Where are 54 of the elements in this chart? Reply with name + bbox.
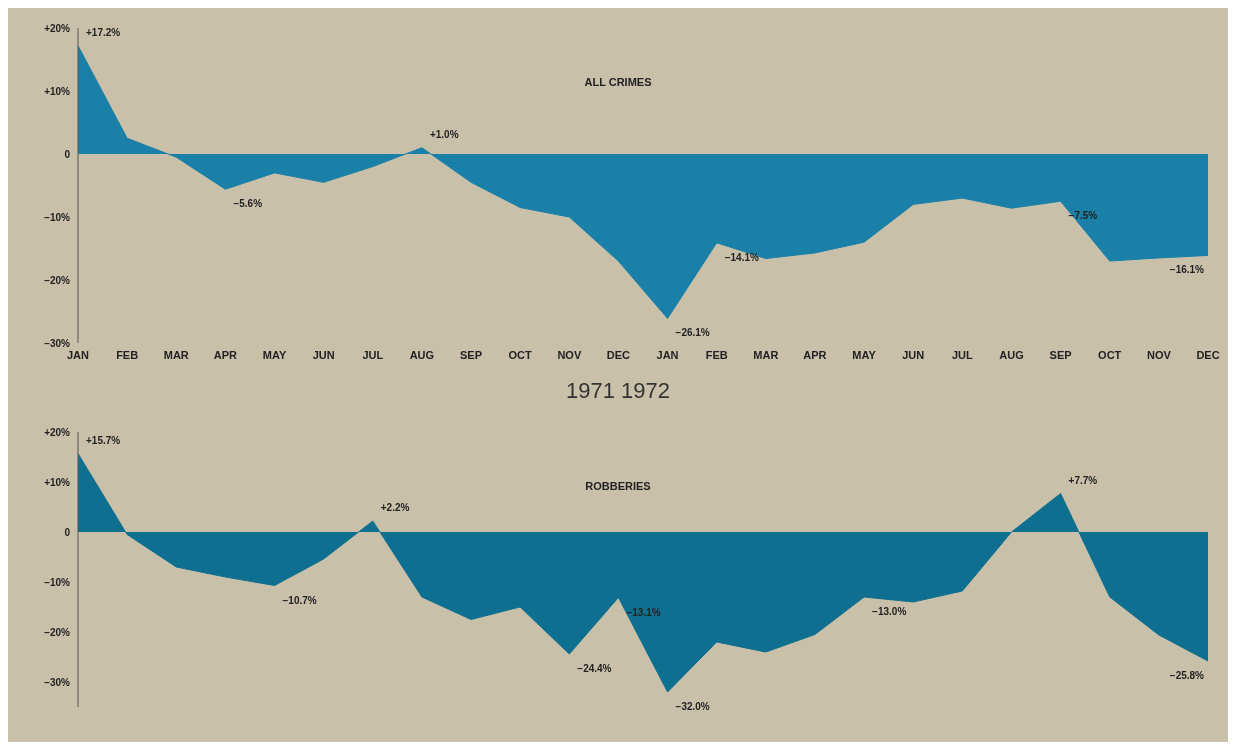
y-tick-label: 0 xyxy=(64,526,71,538)
x-tick-label: SEP xyxy=(460,348,483,361)
x-tick-label: NOV xyxy=(1146,348,1172,361)
data-label: −13.1% xyxy=(626,606,661,618)
y-tick-label: 0 xyxy=(64,148,71,160)
data-label: −26.1% xyxy=(675,327,710,339)
x-tick-label: JUL xyxy=(951,348,974,361)
text: 1971 1972 xyxy=(565,378,671,404)
x-tick-label: FEB xyxy=(116,348,139,361)
x-tick-label: MAR xyxy=(163,348,189,361)
y-tick-label: +10% xyxy=(44,476,71,488)
x-tick-label: OCT xyxy=(508,348,533,361)
data-label: −32.0% xyxy=(675,701,710,712)
x-tick-label: JAN xyxy=(656,348,679,361)
y-tick-label: −20% xyxy=(44,274,71,286)
x-tick-label: OCT xyxy=(1098,348,1122,361)
x-tick-label: APR xyxy=(803,348,827,361)
y-tick-label: +10% xyxy=(44,85,71,97)
data-label: −14.1% xyxy=(724,251,759,263)
text: ROBBERIES xyxy=(585,480,651,492)
x-tick-label: AUG xyxy=(999,348,1024,361)
x-tick-label: APR xyxy=(213,348,238,361)
data-label: +15.7% xyxy=(86,434,121,446)
x-tick-label: JUL xyxy=(362,348,384,361)
y-tick-label: +20% xyxy=(44,22,71,34)
data-label: +2.2% xyxy=(380,502,410,513)
data-label: +7.7% xyxy=(1068,474,1098,486)
y-tick-label: −30% xyxy=(44,337,71,349)
x-tick-label: MAY xyxy=(262,348,287,361)
x-tick-label: MAY xyxy=(852,348,877,361)
x-tick-label: DEC xyxy=(606,348,631,361)
text: ALL CRIMES xyxy=(584,76,652,88)
x-tick-label: NOV xyxy=(557,348,582,361)
x-tick-label: JUN xyxy=(902,348,925,361)
x-tick-label: JAN xyxy=(66,348,90,361)
y-tick-label: −30% xyxy=(44,676,71,688)
y-tick-label: −10% xyxy=(44,211,71,223)
y-tick-label: −20% xyxy=(44,626,71,638)
y-tick-label: −10% xyxy=(44,576,71,588)
x-tick-label: AUG xyxy=(409,348,435,361)
x-tick-label: JUN xyxy=(312,348,335,361)
x-tick-label: SEP xyxy=(1049,348,1072,361)
x-tick-label: DEC xyxy=(1196,348,1220,361)
data-label: −10.7% xyxy=(282,594,317,606)
data-label: +17.2% xyxy=(86,26,121,38)
data-label: −25.8% xyxy=(1169,670,1205,681)
data-label: −13.0% xyxy=(872,606,907,617)
x-tick-label: FEB xyxy=(705,348,728,361)
y-tick-label: +20% xyxy=(44,426,71,438)
x-tick-label: MAR xyxy=(753,348,779,361)
data-label: −5.6% xyxy=(233,198,263,210)
data-label: +1.0% xyxy=(429,128,459,140)
data-label: −16.1% xyxy=(1169,264,1205,276)
data-label: −24.4% xyxy=(577,663,612,674)
